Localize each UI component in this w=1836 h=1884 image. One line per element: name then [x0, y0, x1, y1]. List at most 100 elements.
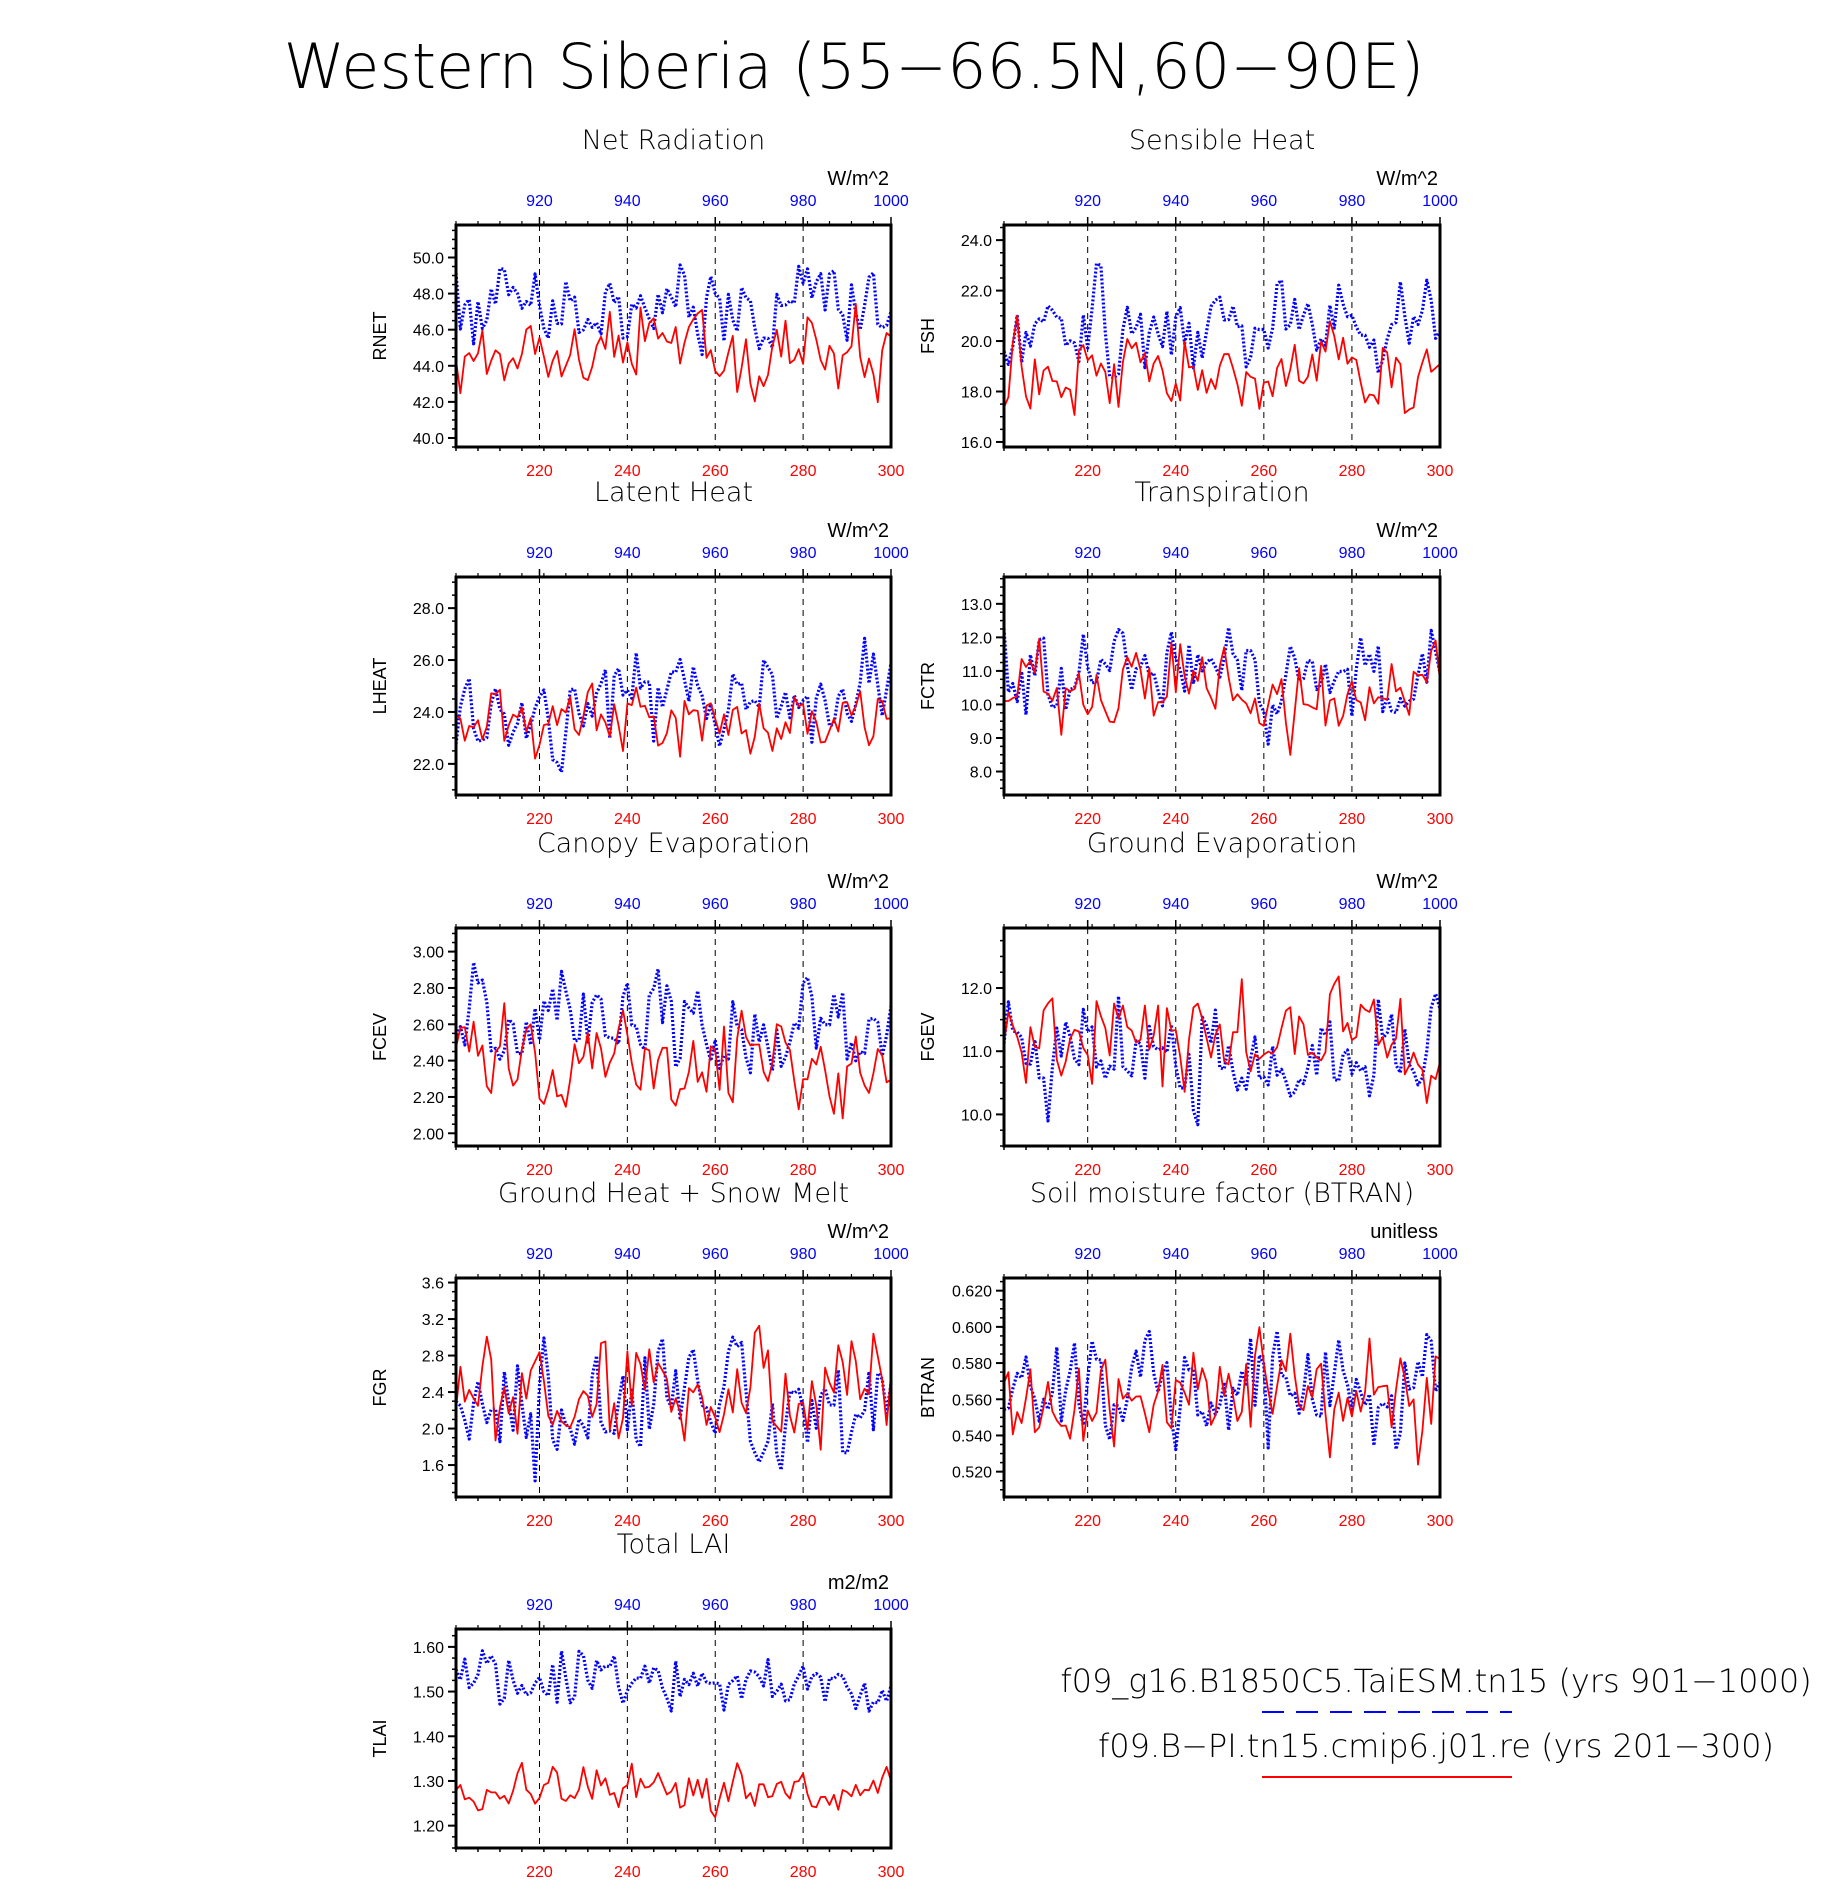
x-top-tick-label: 940 — [614, 193, 641, 210]
x-bottom-tick-label: 280 — [1339, 1162, 1366, 1179]
y-tick-label: 0.520 — [952, 1465, 992, 1482]
panel-title: Ground Evaporation — [1087, 828, 1358, 859]
y-tick-label: 22.0 — [961, 284, 992, 301]
panels: Net Radiation W/m^2 40.0 42.0 44.0 46.0 48.0 50… — [370, 125, 1458, 1881]
x-top-tick-label: 960 — [702, 1597, 729, 1614]
panel-title: Sensible Heat — [1129, 125, 1315, 156]
panel-fctr: Transpiration W/m^2 8.0 9.0 10.0 11.0 12.0 13.0… — [918, 477, 1458, 828]
y-tick-label: 1.6 — [422, 1458, 444, 1475]
y-tick-label: 48.0 — [413, 287, 444, 304]
y-tick-label: 11.0 — [962, 664, 992, 681]
x-top-tick-label: 960 — [702, 545, 729, 562]
units-label: W/m^2 — [827, 1221, 889, 1243]
y-tick-label: 2.8 — [422, 1349, 444, 1366]
y-tick-label: 10.0 — [961, 697, 992, 714]
x-bottom-tick-label: 300 — [1427, 1162, 1454, 1179]
x-top-tick-label: 1000 — [873, 1246, 909, 1263]
x-top-tick-label: 1000 — [1422, 1246, 1458, 1263]
series-line-blue — [1003, 1329, 1442, 1452]
x-top-tick-label: 940 — [614, 1246, 641, 1263]
panel-btran: Soil moisture factor (BTRAN) unitless 0.52… — [918, 1178, 1458, 1530]
y-tick-label: 16.0 — [961, 435, 992, 452]
x-top-tick-label: 940 — [614, 545, 641, 562]
x-bottom-tick-label: 300 — [1427, 1513, 1454, 1530]
series-line-red — [1003, 314, 1441, 416]
y-tick-label: 2.80 — [413, 981, 444, 998]
x-bottom-tick-label: 240 — [614, 811, 641, 828]
y-tick-label: 10.0 — [961, 1107, 992, 1124]
series-line-red — [455, 1324, 892, 1451]
units-label: m2/m2 — [828, 1572, 889, 1594]
y-tick-label: 40.0 — [413, 431, 444, 448]
legend: f09_g16.B1850C5.TaiESM.tn15 (yrs 901−100… — [1060, 1662, 1812, 1778]
plot-frame — [454, 926, 893, 1148]
x-top-tick-label: 940 — [1162, 545, 1189, 562]
x-top-tick-label: 1000 — [1422, 896, 1458, 913]
y-axis-label: FSH — [918, 318, 938, 354]
units-label: W/m^2 — [1376, 168, 1438, 190]
y-tick-label: 2.60 — [413, 1017, 444, 1034]
x-top-tick-label: 1000 — [873, 1597, 909, 1614]
x-bottom-tick-label: 280 — [1339, 811, 1366, 828]
panel-title: Soil moisture factor (BTRAN) — [1030, 1178, 1414, 1209]
x-bottom-tick-label: 300 — [878, 1513, 905, 1530]
x-top-tick-label: 920 — [526, 1246, 553, 1263]
series-line-red — [1003, 975, 1441, 1104]
y-axis-label: FGEV — [918, 1012, 938, 1061]
panel-tlai: Total LAI m2/m2 1.20 1.30 1.40 1.50 1.60 TLAI 22… — [370, 1529, 909, 1881]
y-tick-label: 0.620 — [952, 1284, 992, 1301]
x-top-tick-label: 1000 — [873, 193, 909, 210]
x-bottom-tick-label: 260 — [702, 463, 729, 480]
x-top-tick-label: 940 — [1162, 896, 1189, 913]
panel-title: Total LAI — [617, 1529, 731, 1560]
x-bottom-tick-label: 300 — [878, 1864, 905, 1881]
units-label: unitless — [1370, 1221, 1438, 1243]
x-bottom-tick-label: 260 — [1250, 1513, 1277, 1530]
series-line-blue — [454, 636, 893, 774]
x-bottom-tick-label: 280 — [1339, 1513, 1366, 1530]
plot-frame — [1002, 575, 1442, 797]
x-top-tick-label: 920 — [526, 1597, 553, 1614]
series-line-blue — [1002, 992, 1442, 1127]
x-bottom-tick-label: 220 — [526, 1162, 553, 1179]
x-bottom-tick-label: 260 — [1250, 811, 1277, 828]
y-tick-label: 46.0 — [413, 323, 444, 340]
x-bottom-tick-label: 220 — [1074, 1162, 1101, 1179]
x-bottom-tick-label: 260 — [702, 1864, 729, 1881]
x-bottom-tick-label: 280 — [790, 463, 817, 480]
y-tick-label: 1.30 — [413, 1774, 444, 1791]
plot-frame — [1002, 926, 1442, 1148]
y-axis-label: FGR — [370, 1369, 390, 1407]
x-top-tick-label: 920 — [526, 545, 553, 562]
y-axis-label: LHEAT — [370, 658, 390, 715]
y-tick-label: 2.20 — [413, 1090, 444, 1107]
series-line-blue — [454, 1649, 893, 1713]
x-bottom-tick-label: 300 — [878, 1162, 905, 1179]
x-top-tick-label: 940 — [1162, 193, 1189, 210]
x-top-tick-label: 980 — [1339, 545, 1366, 562]
x-bottom-tick-label: 260 — [702, 1162, 729, 1179]
x-bottom-tick-label: 240 — [1162, 1162, 1189, 1179]
y-tick-label: 2.4 — [422, 1385, 444, 1402]
series-line-red — [455, 1761, 892, 1819]
figure-title: Western Siberia (55−66.5N,60−90E) — [284, 30, 1425, 103]
y-tick-label: 1.40 — [413, 1729, 444, 1746]
x-bottom-tick-label: 260 — [702, 811, 729, 828]
series-line-red — [455, 682, 892, 760]
x-top-tick-label: 960 — [702, 1246, 729, 1263]
x-top-tick-label: 980 — [790, 1597, 817, 1614]
x-top-tick-label: 920 — [526, 193, 553, 210]
x-top-tick-label: 980 — [790, 896, 817, 913]
y-axis-label: FCEV — [370, 1013, 390, 1061]
x-bottom-tick-label: 300 — [1427, 463, 1454, 480]
x-bottom-tick-label: 280 — [1339, 463, 1366, 480]
series-line-red — [1004, 637, 1441, 756]
y-tick-label: 3.00 — [413, 945, 444, 962]
x-top-tick-label: 920 — [1074, 545, 1101, 562]
series-line-red — [1003, 1326, 1441, 1466]
y-tick-label: 1.60 — [413, 1640, 444, 1657]
x-bottom-tick-label: 240 — [614, 1864, 641, 1881]
y-tick-label: 0.560 — [952, 1392, 992, 1409]
x-bottom-tick-label: 220 — [526, 1864, 553, 1881]
panel-title: Canopy Evaporation — [537, 828, 810, 859]
